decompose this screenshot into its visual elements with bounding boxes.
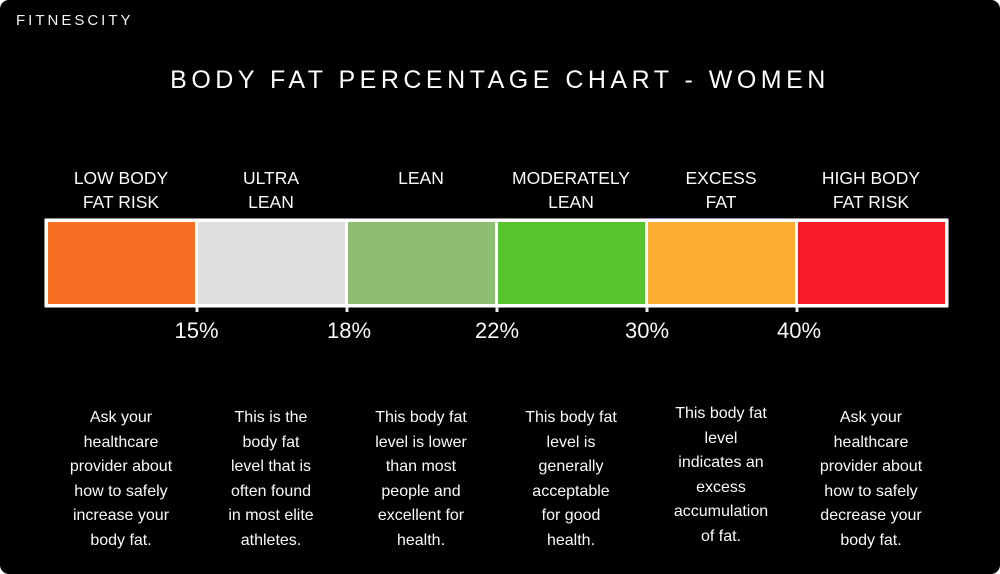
boundary-label-15: 15% — [174, 318, 219, 343]
category-label-low-body-fat-risk: LOW BODY FAT RISK — [73, 168, 169, 212]
category-label-excess-fat: EXCESS FAT — [685, 168, 757, 212]
category-label-moderately-lean: MODERATELY LEAN — [512, 168, 630, 212]
bar-segment-lean — [348, 222, 495, 304]
boundary-label-30: 30% — [624, 318, 670, 343]
chart-title: BODY FAT PERCENTAGE CHART - WOMEN — [170, 66, 830, 94]
segment-description-moderately-lean: This body fat level is generally accepta… — [525, 409, 617, 549]
category-label-ultra-lean: ULTRA LEAN — [242, 168, 300, 212]
segment-description-excess-fat: This body fat level indicates an excess … — [673, 405, 769, 545]
category-label-high-body-fat-risk: HIGH BODY FAT RISK — [821, 168, 921, 212]
category-label-lean: LEAN — [398, 168, 444, 188]
segment-description-ultra-lean: This is the body fat level that is often… — [228, 409, 314, 549]
boundary-label-22: 22% — [474, 318, 520, 343]
boundary-tick — [495, 307, 498, 312]
bar-segment-high-body-fat-risk — [798, 222, 945, 304]
boundary-label-40: 40% — [776, 318, 822, 343]
boundary-tick — [195, 307, 198, 312]
brand-logo: FITNESCITY — [16, 12, 134, 29]
bar-segment-excess-fat — [648, 222, 795, 304]
range-bar — [45, 219, 948, 307]
boundary-tick — [645, 307, 648, 312]
segment-description-low-body-fat-risk: Ask your healthcare provider about how t… — [69, 409, 173, 549]
segment-description-lean: This body fat level is lower than most p… — [375, 409, 467, 549]
boundary-tick — [345, 307, 348, 312]
boundary-tick — [795, 307, 798, 312]
segment-description-high-body-fat-risk: Ask your healthcare provider about how t… — [819, 409, 923, 549]
bar-segment-ultra-lean — [198, 222, 345, 304]
bar-segment-low-body-fat-risk — [48, 222, 195, 304]
boundary-label-18: 18% — [326, 318, 372, 343]
bar-segment-moderately-lean — [498, 222, 645, 304]
